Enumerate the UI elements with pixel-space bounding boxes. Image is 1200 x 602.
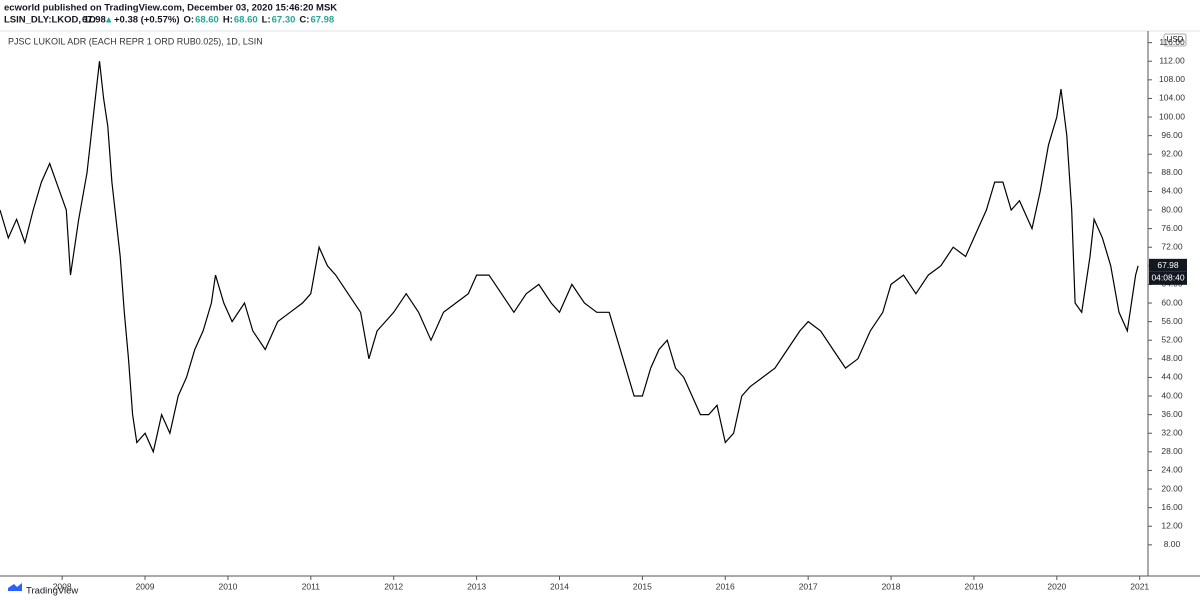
x-tick-label: 2013 <box>467 581 486 591</box>
y-tick-label: 44.00 <box>1161 372 1183 382</box>
chart-title: PJSC LUKOIL ADR (EACH REPR 1 ORD RUB0.02… <box>8 36 263 46</box>
y-tick-label: 100.00 <box>1159 111 1185 121</box>
x-tick-label: 2018 <box>882 581 901 591</box>
x-tick-label: 2017 <box>799 581 818 591</box>
x-tick-label: 2016 <box>716 581 735 591</box>
price-marker-label: 67.98 <box>1157 260 1179 270</box>
last-price: 67.98 <box>82 15 106 26</box>
y-tick-label: 24.00 <box>1161 465 1183 475</box>
change-arrow: ▲ <box>104 15 113 26</box>
y-tick-label: 112.00 <box>1159 55 1185 65</box>
ohlc-label: L: <box>262 15 271 26</box>
y-tick-label: 92.00 <box>1161 148 1183 158</box>
currency: USD <box>1167 35 1184 44</box>
y-tick-label: 80.00 <box>1161 204 1183 214</box>
y-tick-label: 60.00 <box>1161 297 1183 307</box>
ohlc-value: 67.30 <box>272 15 296 26</box>
y-tick-label: 36.00 <box>1161 409 1183 419</box>
x-tick-label: 2012 <box>384 581 403 591</box>
y-tick-label: 116.00 <box>1159 37 1185 47</box>
ohlc-label: C: <box>299 15 309 26</box>
y-tick-label: 72.00 <box>1161 241 1183 251</box>
y-tick-label: 32.00 <box>1161 427 1183 437</box>
x-tick-label: 2021 <box>1130 581 1149 591</box>
y-tick-label: 48.00 <box>1161 353 1183 363</box>
x-tick-label: 2009 <box>136 581 155 591</box>
ohlc-label: H: <box>223 15 233 26</box>
publisher-line: ecworld published on TradingView.com, De… <box>4 3 337 14</box>
change: +0.38 (+0.57%) <box>114 15 180 26</box>
brand: TradingView <box>26 586 78 597</box>
y-tick-label: 76.00 <box>1161 223 1183 233</box>
symbol-line: LSIN_DLY:LKOD, 1D 67.98 ▲ +0.38 (+0.57%)… <box>4 15 334 26</box>
y-tick-label: 108.00 <box>1159 74 1185 84</box>
currency-box <box>1163 33 1187 47</box>
x-tick-label: 2019 <box>964 581 983 591</box>
y-tick-label: 12.00 <box>1161 520 1183 530</box>
y-tick-label: 88.00 <box>1161 167 1183 177</box>
countdown-box <box>1149 271 1187 285</box>
y-tick-label: 96.00 <box>1161 130 1183 140</box>
x-tick-label: 2015 <box>633 581 652 591</box>
y-tick-label: 56.00 <box>1161 316 1183 326</box>
ohlc-value: 68.60 <box>234 15 258 26</box>
y-tick-label: 28.00 <box>1161 446 1183 456</box>
price-line <box>0 61 1139 454</box>
y-tick-label: 52.00 <box>1161 334 1183 344</box>
x-tick-label: 2020 <box>1047 581 1066 591</box>
y-tick-label: 16.00 <box>1161 502 1183 512</box>
x-tick-label: 2008 <box>53 581 72 591</box>
y-tick-label: 20.00 <box>1161 483 1183 493</box>
x-tick-label: 2014 <box>550 581 569 591</box>
ohlc-value: 67.98 <box>310 15 334 26</box>
ohlc-value: 68.60 <box>195 15 219 26</box>
countdown: 04:08:40 <box>1151 273 1184 283</box>
y-tick-label: 84.00 <box>1161 186 1183 196</box>
x-tick-label: 2010 <box>218 581 237 591</box>
price-marker <box>1149 258 1187 272</box>
logo <box>8 583 22 591</box>
y-tick-label: 104.00 <box>1159 93 1185 103</box>
y-tick-label: 40.00 <box>1161 390 1183 400</box>
y-tick-label: 8.00 <box>1164 539 1181 549</box>
symbol: LSIN_DLY:LKOD, 1D <box>4 15 96 26</box>
x-tick-label: 2011 <box>302 581 321 591</box>
ohlc-label: O: <box>184 15 195 26</box>
